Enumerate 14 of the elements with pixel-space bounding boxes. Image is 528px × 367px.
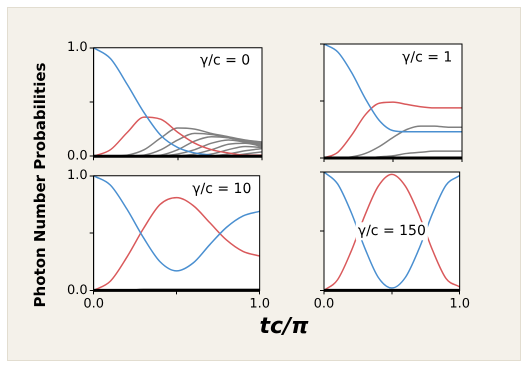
x-tick-label: 1.0 — [249, 296, 270, 312]
x-axis-title: tc/π — [260, 314, 308, 339]
annotation: γ/c = 0 — [200, 52, 250, 68]
y-tick-label: 0.0 — [66, 282, 88, 298]
annotation: γ/c = 1 — [402, 49, 452, 66]
x-tick-label: 0.0 — [83, 296, 104, 312]
y-tick-label: 1.0 — [66, 40, 88, 56]
x-tick-label: 0.0 — [314, 296, 334, 312]
annotation: γ/c = 10 — [192, 181, 252, 198]
y-tick-label: 0.0 — [66, 148, 88, 164]
y-tick-label: 1.0 — [66, 168, 88, 184]
x-tick-label: 1.0 — [449, 296, 470, 312]
y-axis-title: Photon Number Probabilities — [31, 62, 49, 308]
annotation: γ/c = 150 — [358, 222, 426, 239]
